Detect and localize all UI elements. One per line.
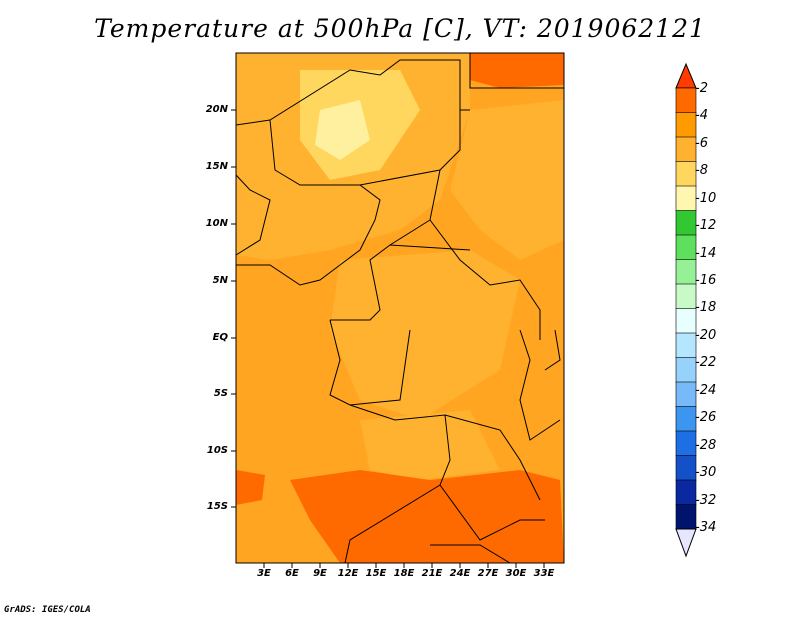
colorbar-label: -6	[695, 136, 708, 151]
colorbar-cell	[675, 112, 697, 138]
colorbar-cells	[675, 87, 697, 530]
colorbar-label: -12	[695, 218, 717, 233]
colorbar-cell	[675, 406, 697, 432]
colorbar-label: -4	[695, 108, 708, 123]
colorbar-label: -14	[695, 246, 717, 261]
very-cool-region	[315, 100, 370, 160]
colorbar-cell	[675, 308, 697, 334]
lat-ticks	[231, 109, 236, 508]
grads-credit: GrADS: IGES/COLA	[4, 605, 91, 615]
lon-label-27e: 27E	[477, 568, 499, 579]
lon-label-18e: 18E	[393, 568, 415, 579]
colorbar-label: -16	[695, 273, 717, 288]
colorbar-cell	[675, 136, 697, 163]
warm-region-south	[290, 470, 564, 563]
lat-label-5s: 5S	[213, 388, 228, 399]
colorbar-cell	[675, 210, 697, 236]
cool-region-central	[330, 250, 520, 420]
country-borders	[235, 53, 564, 564]
lat-label-20n: 20N	[205, 104, 228, 115]
lon-label-15e: 15E	[365, 568, 387, 579]
warm-region-southwest	[236, 470, 265, 505]
temperature-map	[235, 53, 564, 564]
colorbar-label: -20	[695, 328, 717, 343]
cool-region-east	[450, 100, 564, 260]
south-west-region	[236, 360, 360, 470]
colorbar-top-arrow	[675, 62, 697, 89]
lon-label-12e: 12E	[337, 568, 359, 579]
colorbar-label: -2	[695, 81, 708, 96]
lon-label-24e: 24E	[449, 568, 471, 579]
lat-label-5n: 5N	[212, 275, 228, 286]
colorbar-label: -26	[695, 410, 717, 425]
colorbar-label: -28	[695, 438, 717, 453]
colorbar-cell	[675, 283, 697, 310]
colorbar-cell	[675, 504, 697, 530]
lat-label-eq: EQ	[212, 332, 228, 343]
colorbar-label: -18	[695, 300, 717, 315]
colorbar-label: -10	[695, 191, 717, 206]
colorbar-cell	[675, 185, 697, 212]
map-frame	[235, 52, 565, 564]
lat-label-10n: 10N	[205, 218, 228, 229]
lon-label-21e: 21E	[421, 568, 443, 579]
colorbar-cell	[675, 381, 697, 408]
colorbar-cell	[675, 430, 697, 457]
colorbar-label: -24	[695, 383, 717, 398]
warm-region-northeast	[470, 53, 564, 88]
lon-label-6e: 6E	[285, 568, 299, 579]
lon-label-30e: 30E	[505, 568, 527, 579]
colorbar-cell	[675, 332, 697, 359]
colorbar-cell	[675, 87, 697, 114]
colorbar-cell	[675, 455, 697, 481]
colorbar-label: -8	[695, 163, 708, 178]
colorbar-label: -32	[695, 493, 717, 508]
lat-label-15n: 15N	[205, 161, 228, 172]
colorbar-cell	[675, 479, 697, 506]
colorbar-cell	[675, 357, 697, 383]
colorbar-cell	[675, 259, 697, 285]
colorbar-label: -22	[695, 355, 717, 370]
colorbar	[675, 62, 697, 558]
colorbar-cell	[675, 234, 697, 261]
lon-label-9e: 9E	[313, 568, 327, 579]
colorbar-label: -30	[695, 465, 717, 480]
lon-label-33e: 33E	[533, 568, 555, 579]
lon-label-3e: 3E	[257, 568, 271, 579]
lat-label-15s: 15S	[206, 501, 228, 512]
map-title: Temperature at 500hPa [C], VT: 201906212…	[94, 14, 706, 43]
colorbar-cell	[675, 161, 697, 187]
lon-ticks	[263, 563, 545, 568]
lat-label-10s: 10S	[206, 445, 228, 456]
colorbar-label: -34	[695, 520, 717, 535]
colorbar-bottom-arrow	[675, 528, 697, 558]
south-central-cool	[360, 410, 500, 480]
